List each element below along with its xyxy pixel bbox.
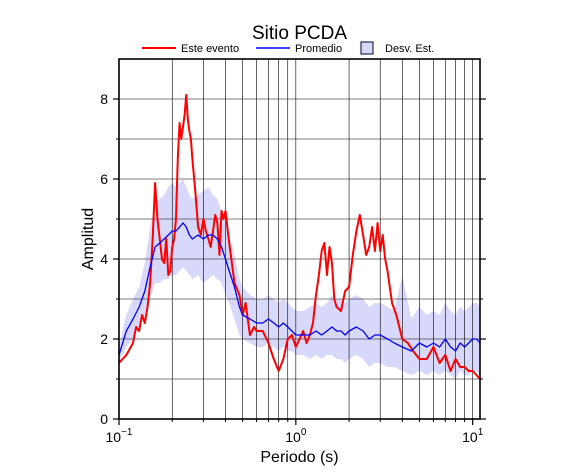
legend-event-label: Este evento bbox=[181, 43, 239, 55]
legend: Este evento Promedio Desv. Est. bbox=[142, 41, 434, 55]
x-tick-label: 101 bbox=[462, 427, 484, 445]
mean-line bbox=[118, 222, 481, 356]
y-tick-label: 2 bbox=[100, 331, 108, 347]
event-line bbox=[118, 94, 481, 380]
std-dev-band bbox=[119, 179, 480, 379]
y-axis-label: Amplitud bbox=[80, 208, 97, 270]
y-tick-label: 0 bbox=[100, 411, 108, 427]
legend-mean-label: Promedio bbox=[295, 43, 342, 55]
series-layer bbox=[118, 94, 481, 380]
axis-ticks: 0 2 4 6 8 10−1 100 101 bbox=[100, 91, 486, 445]
plot-frame bbox=[118, 58, 481, 420]
y-tick-label: 8 bbox=[100, 91, 108, 107]
legend-band-swatch bbox=[360, 41, 374, 55]
plot-border bbox=[118, 58, 481, 420]
std-dev-band-layer bbox=[119, 179, 480, 379]
chart-title: Sitio PCDA bbox=[252, 23, 347, 44]
x-tick-label: 100 bbox=[285, 427, 307, 445]
y-tick-label: 6 bbox=[100, 171, 108, 187]
x-axis-label: Periodo (s) bbox=[260, 449, 338, 466]
y-tick-label: 4 bbox=[100, 251, 108, 267]
x-tick-label: 10−1 bbox=[106, 427, 133, 445]
legend-band-label: Desv. Est. bbox=[385, 43, 434, 55]
